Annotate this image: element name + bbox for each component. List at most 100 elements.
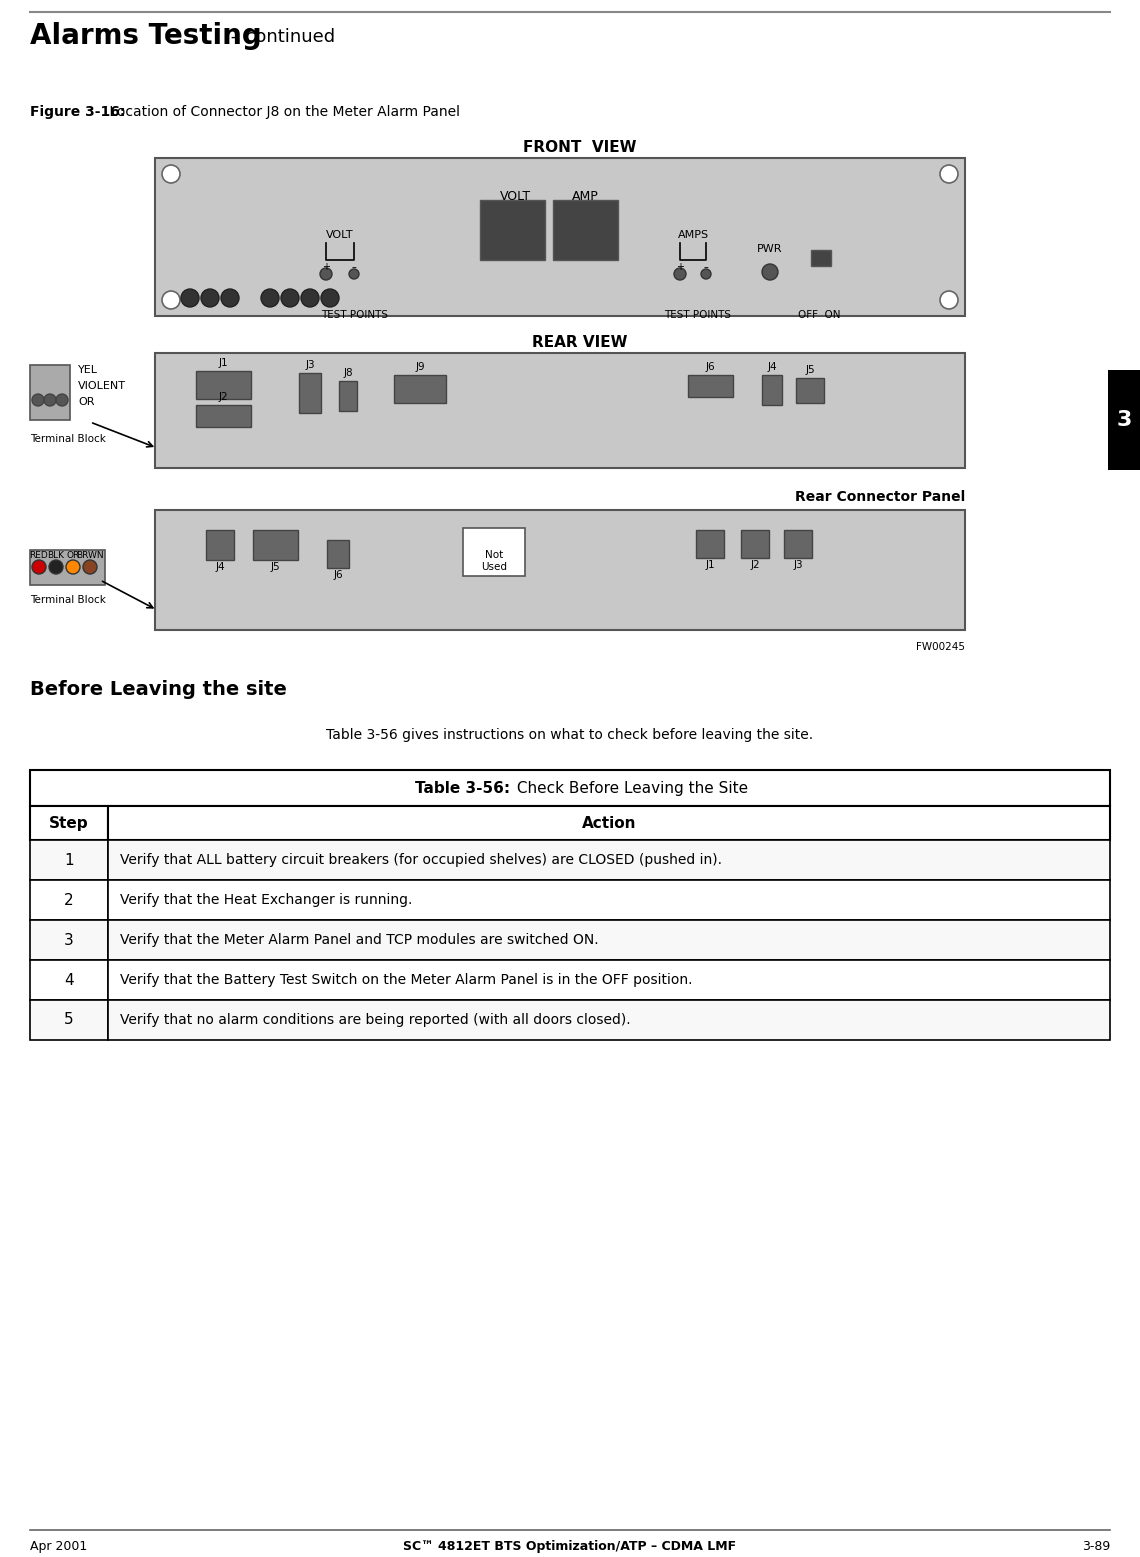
Circle shape — [201, 290, 219, 307]
Bar — [30, 839, 108, 880]
Text: J3: J3 — [793, 561, 803, 570]
Text: BRWN: BRWN — [76, 551, 104, 561]
Bar — [30, 771, 1110, 807]
Text: REAR VIEW: REAR VIEW — [532, 335, 628, 350]
Text: Check Before Leaving the Site: Check Before Leaving the Site — [512, 780, 748, 796]
Circle shape — [301, 290, 319, 307]
Text: +: + — [676, 262, 684, 272]
Text: Table 3-56:: Table 3-56: — [415, 780, 510, 796]
Bar — [762, 375, 782, 405]
Bar — [299, 374, 321, 413]
Text: J9: J9 — [415, 361, 425, 372]
Text: AMPS: AMPS — [677, 230, 709, 240]
Bar — [30, 880, 108, 920]
Text: Before Leaving the site: Before Leaving the site — [30, 680, 287, 699]
Text: 3: 3 — [1116, 409, 1132, 430]
Bar — [108, 839, 1110, 880]
Text: J2: J2 — [218, 392, 228, 402]
Bar — [796, 378, 824, 403]
Bar — [155, 157, 964, 316]
Circle shape — [83, 561, 97, 575]
Text: Figure 3-16:: Figure 3-16: — [30, 104, 125, 118]
Circle shape — [181, 290, 199, 307]
Circle shape — [320, 268, 332, 280]
Bar — [697, 529, 724, 557]
Bar — [253, 529, 298, 561]
Text: J1: J1 — [218, 358, 228, 367]
Bar — [553, 199, 618, 260]
Circle shape — [221, 290, 239, 307]
Text: AMP: AMP — [571, 190, 598, 202]
Text: Not
Used: Not Used — [481, 550, 507, 573]
Text: +: + — [321, 262, 329, 272]
Bar — [480, 199, 545, 260]
Text: OR: OR — [66, 551, 80, 561]
Bar — [30, 920, 108, 961]
Bar — [327, 540, 349, 568]
Text: 3-89: 3-89 — [1082, 1540, 1110, 1552]
Bar — [811, 251, 831, 266]
Circle shape — [261, 290, 279, 307]
Text: Terminal Block: Terminal Block — [30, 434, 106, 444]
Text: Table 3-56 gives instructions on what to check before leaving the site.: Table 3-56 gives instructions on what to… — [326, 729, 814, 743]
Circle shape — [32, 561, 46, 575]
Text: J1: J1 — [706, 561, 715, 570]
Bar — [108, 1000, 1110, 1040]
Bar — [206, 529, 234, 561]
Text: YEL: YEL — [78, 364, 98, 375]
Text: Verify that the Battery Test Switch on the Meter Alarm Panel is in the OFF posit: Verify that the Battery Test Switch on t… — [120, 973, 692, 987]
Circle shape — [44, 394, 56, 406]
Bar — [108, 961, 1110, 1000]
Text: Verify that the Heat Exchanger is running.: Verify that the Heat Exchanger is runnin… — [120, 894, 413, 908]
Circle shape — [49, 561, 63, 575]
Bar — [30, 807, 108, 839]
Circle shape — [162, 165, 180, 184]
Text: J2: J2 — [750, 561, 760, 570]
Circle shape — [940, 291, 958, 308]
Bar — [108, 920, 1110, 961]
Circle shape — [762, 265, 777, 280]
Text: Terminal Block: Terminal Block — [30, 595, 106, 606]
Text: Verify that ALL battery circuit breakers (for occupied shelves) are CLOSED (push: Verify that ALL battery circuit breakers… — [120, 853, 722, 867]
Text: J8: J8 — [343, 367, 352, 378]
Bar — [30, 364, 70, 420]
Text: –: – — [703, 262, 708, 272]
Text: FW00245: FW00245 — [917, 641, 964, 652]
Text: Rear Connector Panel: Rear Connector Panel — [795, 490, 964, 504]
Text: J5: J5 — [805, 364, 815, 375]
Circle shape — [349, 269, 359, 279]
Text: PWR: PWR — [757, 244, 783, 254]
Bar — [196, 405, 251, 427]
Bar — [108, 880, 1110, 920]
Bar — [155, 511, 964, 631]
Text: 3: 3 — [64, 933, 74, 948]
Text: J3: J3 — [306, 360, 315, 371]
Text: Action: Action — [581, 816, 636, 830]
Bar — [1108, 371, 1140, 470]
Circle shape — [32, 394, 44, 406]
Bar — [784, 529, 812, 557]
Text: BLK: BLK — [48, 551, 65, 561]
Text: 4: 4 — [64, 973, 74, 987]
Circle shape — [940, 165, 958, 184]
Bar — [394, 375, 446, 403]
Bar — [196, 371, 251, 399]
Text: OR: OR — [78, 397, 95, 406]
Bar — [108, 807, 1110, 839]
Text: Apr 2001: Apr 2001 — [30, 1540, 88, 1552]
Circle shape — [280, 290, 299, 307]
Text: J6: J6 — [706, 361, 715, 372]
Text: Alarms Testing: Alarms Testing — [30, 22, 262, 50]
Text: OFF  ON: OFF ON — [798, 310, 840, 321]
Text: VIOLENT: VIOLENT — [78, 381, 127, 391]
Text: TEST POINTS: TEST POINTS — [665, 310, 732, 321]
Text: J5: J5 — [270, 562, 279, 571]
Circle shape — [674, 268, 686, 280]
Bar — [463, 528, 526, 576]
Text: Step: Step — [49, 816, 89, 830]
Circle shape — [701, 269, 711, 279]
Text: Location of Connector J8 on the Meter Alarm Panel: Location of Connector J8 on the Meter Al… — [105, 104, 461, 118]
Bar — [30, 550, 105, 585]
Text: J4: J4 — [215, 562, 225, 571]
Circle shape — [56, 394, 68, 406]
